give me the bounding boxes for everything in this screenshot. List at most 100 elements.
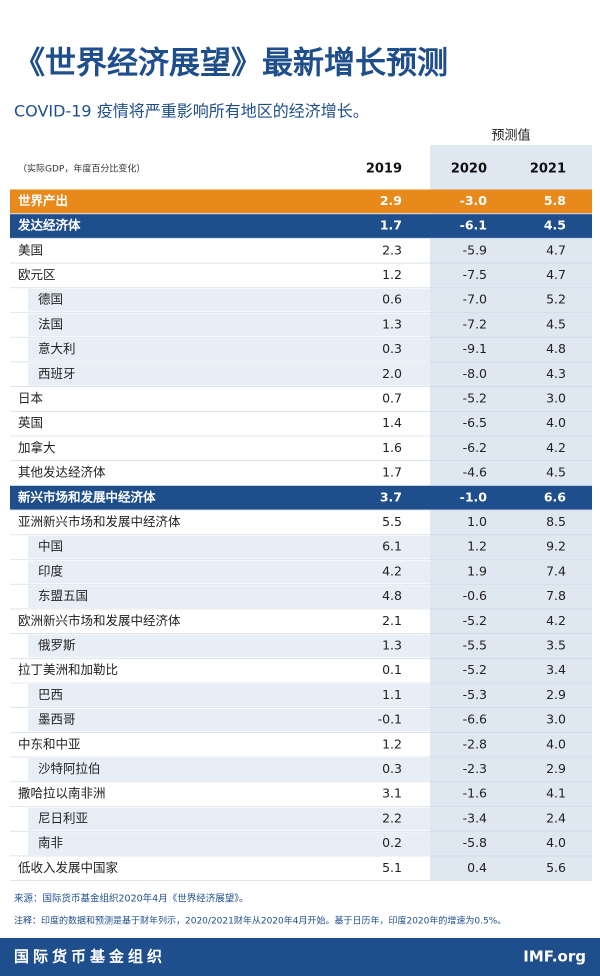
row-shade xyxy=(28,807,430,831)
row-label: 墨西哥 xyxy=(38,712,76,727)
unit-label: （实际GDP，年度百分比变化） xyxy=(18,163,145,175)
row-value: 3.0 xyxy=(546,712,566,727)
row-label: 中国 xyxy=(38,539,63,554)
row-value: 1.9 xyxy=(467,563,487,578)
row-highlight xyxy=(10,485,592,510)
forecast-label: 预测值 xyxy=(491,128,530,144)
row-value: 5.1 xyxy=(382,860,402,875)
row-shade xyxy=(28,313,430,337)
column-header: 2019 xyxy=(366,162,402,177)
row-label: 发达经济体 xyxy=(17,218,81,233)
row-value: 3.7 xyxy=(380,489,402,504)
row-value: 1.3 xyxy=(382,316,402,331)
row-value: 0.1 xyxy=(382,662,402,677)
row-shade xyxy=(28,758,430,781)
row-label: 中东和中亚 xyxy=(18,736,81,751)
row-value: 2.0 xyxy=(382,366,402,381)
row-value: 1.1 xyxy=(382,687,402,702)
row-value: -7.5 xyxy=(463,267,487,282)
row-value: 1.3 xyxy=(382,637,402,652)
row-shade xyxy=(28,684,430,707)
row-value: 6.1 xyxy=(382,539,402,554)
column-header: 2021 xyxy=(530,162,566,177)
row-value: 7.8 xyxy=(546,588,566,603)
row-shade xyxy=(28,585,430,608)
row-value: 1.7 xyxy=(380,218,402,233)
row-label: 其他发达经济体 xyxy=(18,465,106,480)
row-value: 4.2 xyxy=(546,440,566,455)
row-label: 俄罗斯 xyxy=(38,637,76,652)
row-value: -7.2 xyxy=(463,316,487,331)
row-value: 4.1 xyxy=(546,786,566,801)
row-label: 西班牙 xyxy=(38,366,76,381)
row-shade xyxy=(28,634,430,658)
row-value: 5.2 xyxy=(546,292,566,307)
row-value: -6.1 xyxy=(460,218,487,233)
subtitle: COVID-19 疫情将严重影响所有地区的经济增长。 xyxy=(14,102,369,121)
row-value: 1.2 xyxy=(382,736,402,751)
row-value: 5.5 xyxy=(382,514,402,529)
row-value: -5.9 xyxy=(463,242,487,257)
row-label: 世界产出 xyxy=(18,193,68,208)
row-value: 4.5 xyxy=(544,218,566,233)
source-note: 来源：国际货币基金组织2020年4月《世界经济展望》。 xyxy=(14,893,248,905)
row-value: 4.8 xyxy=(382,588,402,603)
row-value: 2.9 xyxy=(546,687,566,702)
row-highlight xyxy=(10,214,592,238)
row-label: 英国 xyxy=(18,415,43,430)
row-value: 3.0 xyxy=(546,390,566,405)
title: 《世界经济展望》最新增长预测 xyxy=(14,46,448,82)
row-value: 4.5 xyxy=(546,465,566,480)
row-label: 南非 xyxy=(38,835,63,850)
row-label: 东盟五国 xyxy=(38,588,88,603)
row-value: 4.0 xyxy=(546,736,566,751)
row-value: -3.0 xyxy=(460,193,488,208)
row-value: 0.3 xyxy=(382,761,402,776)
row-value: -8.0 xyxy=(463,366,487,381)
row-value: 1.6 xyxy=(382,440,402,455)
row-value: 4.5 xyxy=(546,316,566,331)
row-label: 印度 xyxy=(38,563,64,578)
row-value: 1.4 xyxy=(382,415,402,430)
row-value: 4.8 xyxy=(546,341,566,356)
row-value: 4.2 xyxy=(546,613,566,628)
row-value: 1.2 xyxy=(467,539,487,554)
row-label: 欧洲新兴市场和发展中经济体 xyxy=(18,613,181,628)
row-value: -7.0 xyxy=(463,292,487,307)
row-value: -1.0 xyxy=(460,489,488,504)
row-value: 5.8 xyxy=(544,193,566,208)
row-label: 欧元区 xyxy=(18,267,56,282)
row-label: 意大利 xyxy=(38,341,76,356)
row-value: -5.8 xyxy=(463,835,487,850)
row-label: 美国 xyxy=(18,242,43,257)
row-value: 0.4 xyxy=(467,860,487,875)
row-value: 3.1 xyxy=(382,786,402,801)
row-value: 2.2 xyxy=(382,810,402,825)
row-value: 0.3 xyxy=(382,341,402,356)
row-value: -2.8 xyxy=(463,736,487,751)
row-value: 2.3 xyxy=(382,242,402,257)
row-label: 加拿大 xyxy=(18,440,56,455)
row-value: 2.9 xyxy=(546,761,566,776)
row-value: 0.7 xyxy=(382,390,402,405)
row-value: 9.2 xyxy=(546,539,566,554)
row-value: -1.6 xyxy=(463,786,487,801)
row-shade xyxy=(28,535,430,559)
row-shade xyxy=(28,708,430,732)
row-value: 1.0 xyxy=(467,514,487,529)
row-value: -6.6 xyxy=(463,712,487,727)
row-value: -0.1 xyxy=(378,712,402,727)
row-shade xyxy=(28,288,430,312)
row-label: 法国 xyxy=(38,316,63,331)
row-value: 3.4 xyxy=(546,662,566,677)
row-value: 7.4 xyxy=(546,563,566,578)
row-value: 3.5 xyxy=(546,637,566,652)
row-value: 4.7 xyxy=(546,267,566,282)
row-value: 1.7 xyxy=(382,465,402,480)
footer-bar xyxy=(0,938,600,976)
row-value: -5.2 xyxy=(463,613,487,628)
row-label: 撒哈拉以南非洲 xyxy=(18,786,106,801)
row-label: 低收入发展中国家 xyxy=(18,860,119,875)
